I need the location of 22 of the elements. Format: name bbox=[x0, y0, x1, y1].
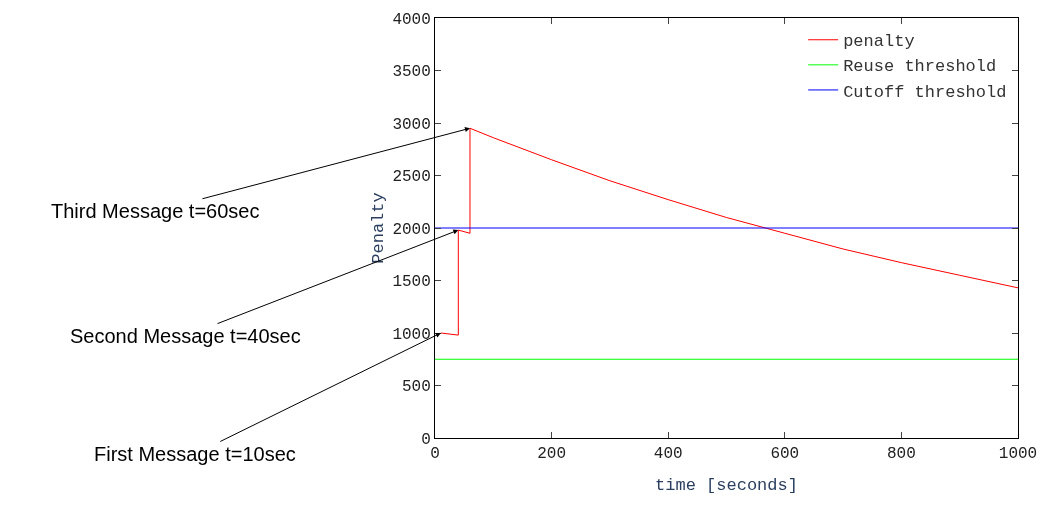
y-tick-label: 3000 bbox=[392, 115, 431, 134]
x-tick-label: 800 bbox=[886, 445, 916, 464]
y-tick-label: 2500 bbox=[392, 168, 431, 187]
x-axis-title: time [seconds] bbox=[655, 475, 798, 495]
y-axis-title: Penalty bbox=[368, 192, 388, 264]
x-tick-label: 400 bbox=[653, 445, 683, 464]
annotation: Third Message t=60sec bbox=[51, 200, 260, 222]
x-tick-label: 600 bbox=[770, 445, 800, 464]
y-tick-label: 3500 bbox=[392, 63, 431, 82]
y-tick-label: 2000 bbox=[392, 220, 431, 239]
annotation: First Message t=10sec bbox=[94, 443, 296, 465]
annotation: Second Message t=40sec bbox=[70, 325, 301, 347]
x-tick-label: 1000 bbox=[998, 445, 1038, 464]
legend-label: Reuse threshold bbox=[843, 57, 997, 77]
legend-label: penalty bbox=[843, 32, 915, 52]
legend-label: Cutoff threshold bbox=[843, 82, 1007, 102]
y-tick-label: 1000 bbox=[392, 325, 431, 344]
y-tick-label: 4000 bbox=[392, 10, 431, 29]
y-tick-label: 1500 bbox=[392, 273, 431, 292]
x-tick-label: 200 bbox=[537, 445, 567, 464]
y-tick-label: 500 bbox=[401, 378, 431, 397]
y-tick-label: 0 bbox=[421, 430, 431, 449]
